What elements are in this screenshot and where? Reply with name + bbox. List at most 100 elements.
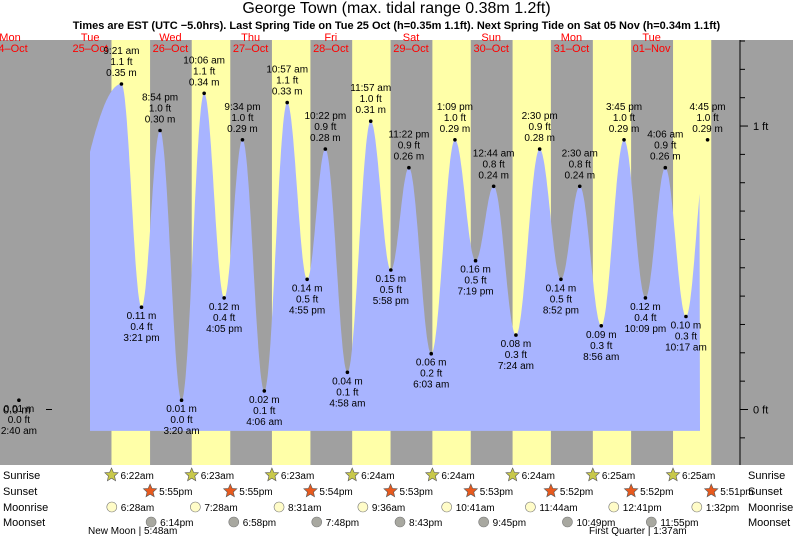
- tide-curve: [90, 84, 700, 431]
- row-label-left: Sunrise: [3, 470, 40, 482]
- moonrise-time: 12:41pm: [623, 503, 662, 514]
- row-label-right: Moonrise: [748, 502, 793, 514]
- page-subtitle: Times are EST (UTC −5.0hrs). Last Spring…: [72, 20, 721, 32]
- date-label: 24–Oct: [0, 43, 28, 55]
- tide-height-ft-label: 1.1 ft: [110, 57, 132, 68]
- day-of-week-label: Mon: [0, 32, 21, 44]
- tide-height-ft-label: 0.3 ft: [675, 332, 697, 343]
- tide-extreme-point: [262, 389, 267, 393]
- sunrise-time: 6:24am: [441, 471, 474, 482]
- right-axis-label: 1 ft: [753, 121, 768, 133]
- date-label: 31–Oct: [554, 43, 589, 55]
- tide-height-m-label: 0.30 m: [145, 115, 176, 126]
- tide-time-label: 2:30 pm: [522, 111, 558, 122]
- tide-height-m-label: 0.04 m: [332, 376, 363, 387]
- tide-height-ft-label: 0.3 ft: [505, 350, 527, 361]
- sunrise-icon: [505, 467, 520, 482]
- moonset-time: 9:45pm: [493, 518, 526, 529]
- tide-height-m-label: 0.24 m: [478, 170, 509, 181]
- day-of-week-label: Tue: [642, 32, 661, 44]
- tide-time-label: 9:34 pm: [224, 102, 260, 113]
- moonrise-time: 1:32pm: [706, 503, 739, 514]
- tide-extreme-point: [559, 277, 563, 282]
- sunrise-icon: [424, 467, 440, 482]
- tide-height-m-label: 0.16 m: [460, 265, 491, 276]
- tide-height-m-label: 0.28 m: [524, 133, 555, 144]
- date-label: 30–Oct: [473, 43, 508, 55]
- tide-extreme-point: [514, 333, 518, 337]
- tide-time-label: 4:06 am: [647, 130, 683, 141]
- tide-height-ft-label: 0.2 ft: [420, 369, 442, 380]
- moon-phase-new: New Moon | 5:48am: [88, 526, 177, 537]
- tide-height-m-label: 0.29 m: [609, 124, 640, 135]
- left-axis-label: 0.0 m: [3, 405, 31, 417]
- sunrise-time: 6:22am: [120, 471, 153, 482]
- tide-height-ft-label: 0.8 ft: [483, 159, 505, 170]
- tide-height-m-label: 0.09 m: [586, 330, 617, 341]
- tide-time-label: 11:22 pm: [388, 130, 429, 141]
- row-label-right: Sunrise: [748, 470, 785, 482]
- moonrise-icon: [357, 501, 369, 513]
- sunset-icon: [383, 483, 398, 498]
- tide-time-label: 3:21 pm: [123, 333, 159, 344]
- moonrise-time: 10:41am: [456, 503, 495, 514]
- sunset-icon: [303, 483, 318, 498]
- tide-height-m-label: 0.29 m: [692, 124, 723, 135]
- tide-height-ft-label: 0.5 ft: [380, 285, 402, 296]
- date-label: 28–Oct: [313, 43, 348, 55]
- moonrise-icon: [441, 501, 453, 513]
- sunrise-icon: [344, 467, 360, 482]
- tide-time-label: 4:45 pm: [690, 102, 726, 113]
- tide-height-m-label: 0.01 m: [166, 404, 197, 415]
- tide-height-ft-label: 1.0 ft: [613, 113, 635, 124]
- sunset-icon: [142, 483, 158, 498]
- tide-extreme-point: [643, 296, 648, 300]
- tide-extreme-point: [599, 324, 604, 328]
- sunset-time: 5:53pm: [400, 487, 433, 498]
- sunrise-icon: [184, 467, 200, 482]
- axes: 0 ft 1 ft 0.0 m: [3, 40, 768, 465]
- tide-height-m-label: 0.12 m: [630, 302, 661, 313]
- tide-extreme-point: [705, 138, 710, 142]
- tide-height-ft-label: 0.4 ft: [634, 313, 656, 324]
- moonrise-icon: [106, 501, 118, 513]
- tide-time-label: 8:56 am: [583, 352, 619, 363]
- moonrise-time: 11:44am: [539, 503, 577, 514]
- tide-height-ft-label: 1.0 ft: [231, 113, 253, 124]
- tide-extreme-point: [305, 277, 309, 282]
- tide-extreme-point: [158, 128, 162, 133]
- tide-time-label: 4:58 am: [329, 398, 365, 409]
- tide-extreme-point: [345, 370, 350, 375]
- day-of-week-label: Fri: [324, 32, 337, 44]
- tide-height-m-label: 0.35 m: [106, 68, 137, 79]
- tide-extreme-point: [285, 100, 289, 105]
- tide-height-ft-label: 0.1 ft: [253, 406, 275, 417]
- tide-height-ft-label: 1.0 ft: [444, 113, 466, 124]
- sunset-time: 5:52pm: [640, 487, 673, 498]
- tide-height-m-label: 0.28 m: [310, 133, 341, 144]
- tide-height-m-label: 0.24 m: [564, 170, 595, 181]
- tide-height-m-label: 0.34 m: [189, 77, 220, 88]
- tide-extreme-point: [663, 165, 668, 170]
- tide-extreme-point: [240, 138, 245, 142]
- sunset-time: 5:51pm: [720, 487, 753, 498]
- tide-time-label: 5:58 pm: [373, 296, 409, 307]
- tide-extreme-point: [577, 184, 582, 189]
- tide-height-ft-label: 0.5 ft: [550, 294, 572, 305]
- tide-height-ft-label: 0.4 ft: [213, 313, 235, 324]
- tide-time-label: 2:40 am: [1, 426, 37, 437]
- tide-extreme-point: [453, 138, 457, 142]
- day-of-week-label: Wed: [159, 32, 181, 44]
- moon-phase-first-quarter: First Quarter | 1:37am: [589, 526, 687, 537]
- tide-extreme-point: [389, 268, 393, 272]
- tide-extreme-point: [202, 91, 206, 96]
- tide-time-label: 6:03 am: [413, 380, 449, 391]
- day-labels: Mon24–OctTue25–OctWed26–OctThu27–OctFri2…: [0, 32, 671, 55]
- tide-extreme-point: [139, 305, 144, 310]
- moonset-time: 10:49pm: [576, 518, 615, 529]
- tide-extreme-point: [429, 351, 434, 356]
- moonset-icon: [646, 516, 657, 528]
- tide-height-m-label: 0.29 m: [227, 124, 258, 135]
- tide-extreme-point: [537, 147, 542, 151]
- date-label: 26–Oct: [153, 43, 188, 55]
